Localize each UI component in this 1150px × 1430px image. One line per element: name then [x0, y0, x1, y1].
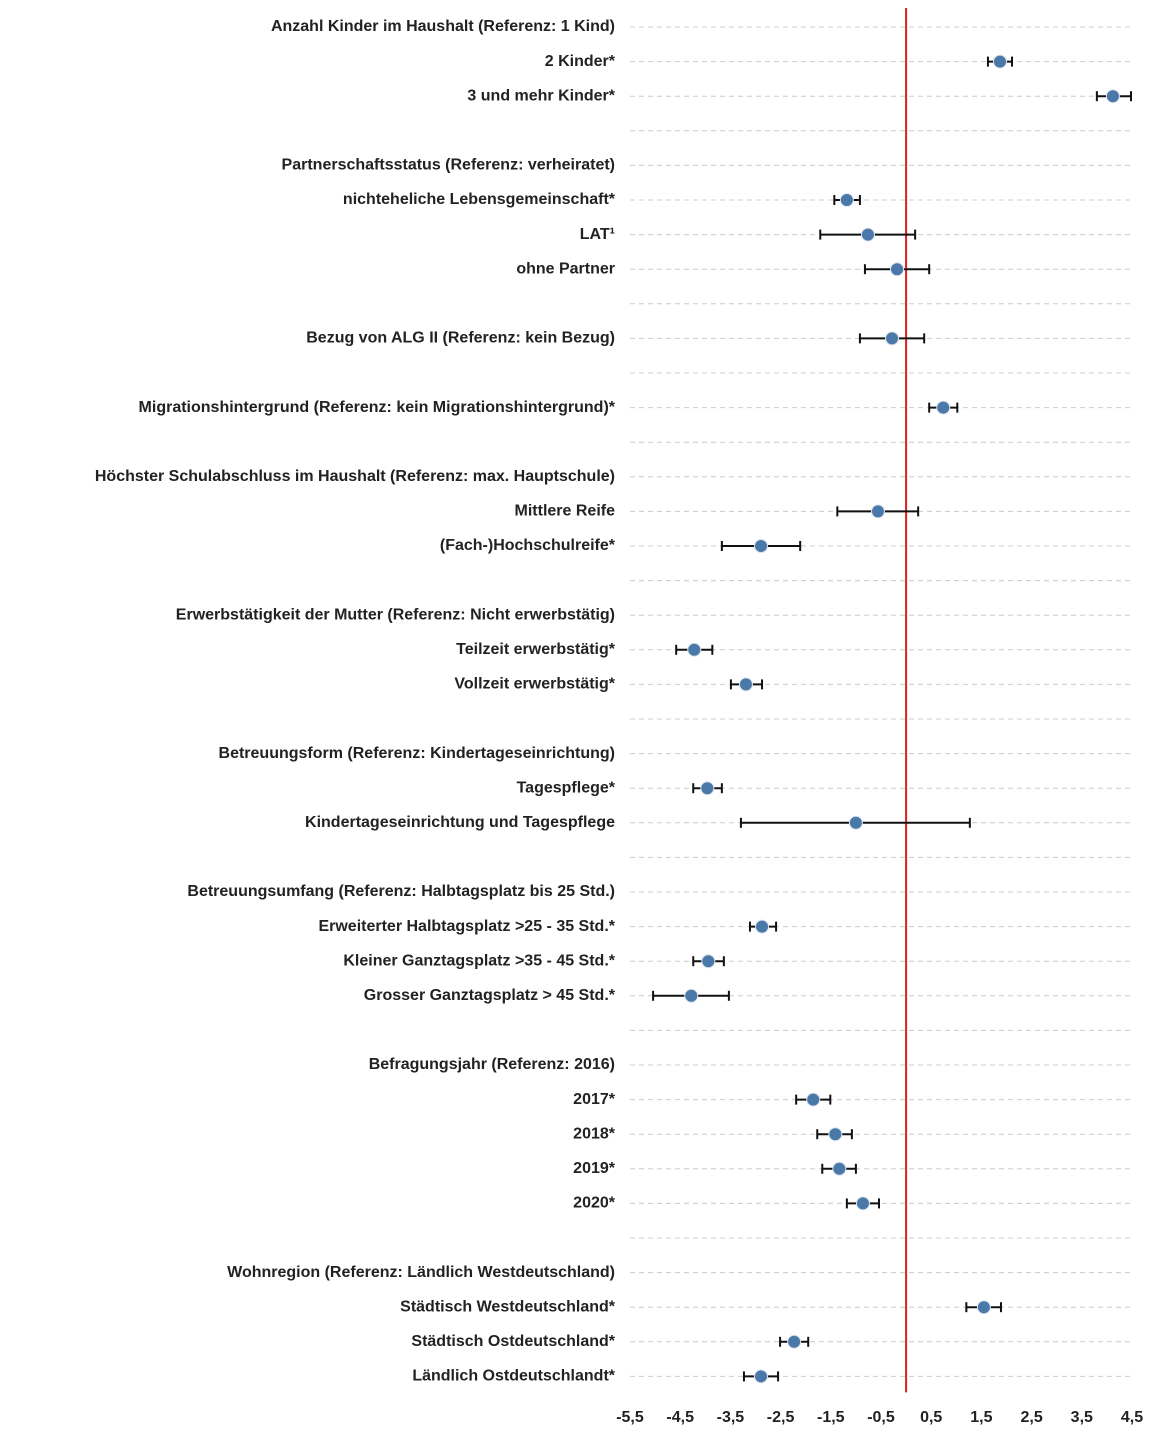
point — [806, 1092, 821, 1107]
category-label: ohne Partner — [516, 260, 615, 277]
category-label: Betreuungsform (Referenz: Kindertagesein… — [219, 745, 615, 762]
category-label: 2020* — [573, 1195, 616, 1212]
point — [755, 919, 770, 934]
point — [1105, 89, 1120, 104]
category-label: nichteheliche Lebensgemeinschaft* — [343, 191, 616, 208]
category-label: 2018* — [573, 1125, 616, 1142]
x-tick-label: 3,5 — [1071, 1409, 1093, 1426]
x-tick-label: -5,5 — [616, 1409, 644, 1426]
category-label: Befragungsjahr (Referenz: 2016) — [369, 1056, 615, 1073]
category-label: Grosser Ganztagsplatz > 45 Std.* — [364, 987, 616, 1004]
category-label: Anzahl Kinder im Haushalt (Referenz: 1 K… — [271, 18, 615, 35]
category-label: 2017* — [573, 1091, 616, 1108]
category-label: Höchster Schulabschluss im Haushalt (Ref… — [95, 468, 615, 485]
point — [890, 262, 905, 277]
point — [936, 400, 951, 415]
category-label: 2019* — [573, 1160, 616, 1177]
category-label: Mittlere Reife — [515, 503, 616, 520]
category-label: Kleiner Ganztagsplatz >35 - 45 Std.* — [343, 952, 615, 969]
x-tick-label: 2,5 — [1020, 1409, 1042, 1426]
point — [754, 539, 769, 553]
category-label: Migrationshintergrund (Referenz: kein Mi… — [139, 399, 616, 416]
category-label: Tagespflege* — [517, 779, 616, 796]
category-label: Städtisch Westdeutschland* — [400, 1298, 616, 1315]
point — [684, 988, 699, 1003]
category-label: (Fach-)Hochschulreife* — [440, 537, 616, 554]
point — [885, 331, 900, 346]
point — [738, 677, 753, 692]
point — [848, 815, 863, 830]
point — [700, 781, 715, 796]
category-label: Bezug von ALG II (Referenz: kein Bezug) — [306, 330, 615, 347]
category-label: 3 und mehr Kinder* — [467, 87, 615, 104]
x-tick-label: -3,5 — [717, 1409, 745, 1426]
category-label: Erwerbstätigkeit der Mutter (Referenz: N… — [176, 606, 615, 623]
point — [855, 1196, 870, 1211]
category-label: Städtisch Ostdeutschland* — [411, 1333, 615, 1350]
category-label: 2 Kinder* — [545, 53, 616, 70]
x-tick-label: 0,5 — [920, 1409, 942, 1426]
category-label: Vollzeit erwerbstätig* — [454, 676, 615, 693]
x-tick-label: 4,5 — [1121, 1409, 1143, 1426]
x-tick-label: -0,5 — [867, 1409, 895, 1426]
point — [754, 1369, 769, 1384]
point — [976, 1300, 991, 1315]
category-label: Betreuungsumfang (Referenz: Halbtagsplat… — [187, 883, 615, 900]
category-label: Partnerschaftsstatus (Referenz: verheira… — [282, 157, 615, 174]
category-label: Erweiterter Halbtagsplatz >25 - 35 Std.* — [318, 918, 615, 935]
point — [992, 54, 1007, 69]
x-tick-label: -4,5 — [666, 1409, 694, 1426]
x-tick-label: 1,5 — [970, 1409, 992, 1426]
category-label: Kindertageseinrichtung und Tagespflege — [305, 814, 615, 831]
point — [839, 193, 854, 207]
point — [828, 1127, 843, 1142]
point — [832, 1161, 847, 1176]
category-label: LAT¹ — [580, 226, 615, 243]
category-label: Teilzeit erwerbstätig* — [456, 641, 616, 658]
category-label: Wohnregion (Referenz: Ländlich Westdeuts… — [227, 1264, 615, 1281]
x-tick-label: -1,5 — [817, 1409, 845, 1426]
point — [687, 642, 702, 657]
point — [787, 1334, 802, 1349]
x-tick-label: -2,5 — [767, 1409, 795, 1426]
category-label: Ländlich Ostdeutschlandt* — [412, 1368, 615, 1385]
point — [870, 504, 885, 519]
point — [860, 227, 875, 242]
point — [701, 954, 716, 969]
